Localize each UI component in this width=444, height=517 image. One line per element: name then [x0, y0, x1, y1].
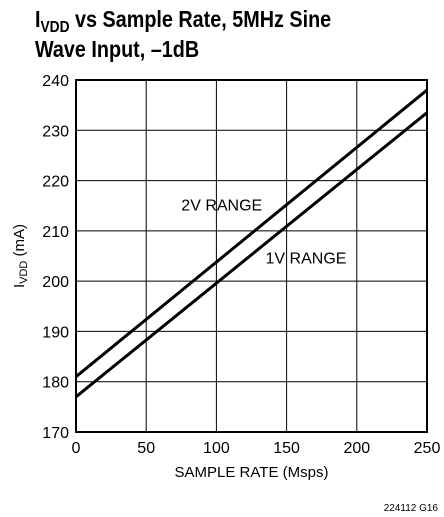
y-tick-label: 180: [42, 375, 69, 392]
chart-title-line2: Wave Input, –1dB: [35, 36, 200, 62]
title-i: I: [35, 6, 41, 32]
annotations: 2V RANGE 1V RANGE: [181, 198, 346, 268]
plot-frame: [75, 79, 428, 433]
x-tick-label: 100: [203, 440, 230, 457]
tick-labels: 0 50 100 150 200 250 170 180 190 200 210 220 230 240: [42, 73, 440, 457]
y-axis-label-unit: (mA): [11, 224, 28, 261]
series-line: [75, 88, 428, 378]
series-annotation: 2V RANGE: [181, 198, 262, 215]
x-tick-label: 250: [414, 440, 441, 457]
chart-title-line1: IVDD vs Sample Rate, 5MHz Sine: [35, 6, 379, 36]
figure-code: 224112 G16: [384, 503, 439, 514]
x-tick-label: 150: [273, 440, 300, 457]
y-tick-label: 240: [42, 73, 69, 90]
y-axis-label-i: I: [11, 284, 28, 288]
title-subscript: VDD: [40, 19, 70, 36]
chart-title: IVDD vs Sample Rate, 5MHz Sine Wave Inpu…: [35, 6, 379, 63]
grid: [76, 80, 427, 432]
x-tick-label: 200: [343, 440, 370, 457]
x-tick-label: 50: [137, 440, 155, 457]
x-axis-label: SAMPLE RATE (Msps): [175, 464, 329, 481]
title-rest: vs Sample Rate, 5MHz Sine: [69, 6, 332, 32]
y-tick-label: 210: [42, 224, 69, 241]
series-line: [75, 111, 428, 398]
series-lines: [75, 88, 428, 398]
y-axis-label-sub: VDD: [18, 261, 30, 284]
y-axis-label: IVDD (mA): [11, 224, 30, 288]
y-tick-label: 230: [42, 123, 69, 140]
y-tick-label: 170: [42, 425, 69, 442]
y-tick-label: 220: [42, 174, 69, 191]
y-tick-label: 190: [42, 324, 69, 341]
series-annotation: 1V RANGE: [266, 251, 347, 268]
y-tick-label: 200: [42, 274, 69, 291]
x-tick-label: 0: [72, 440, 81, 457]
